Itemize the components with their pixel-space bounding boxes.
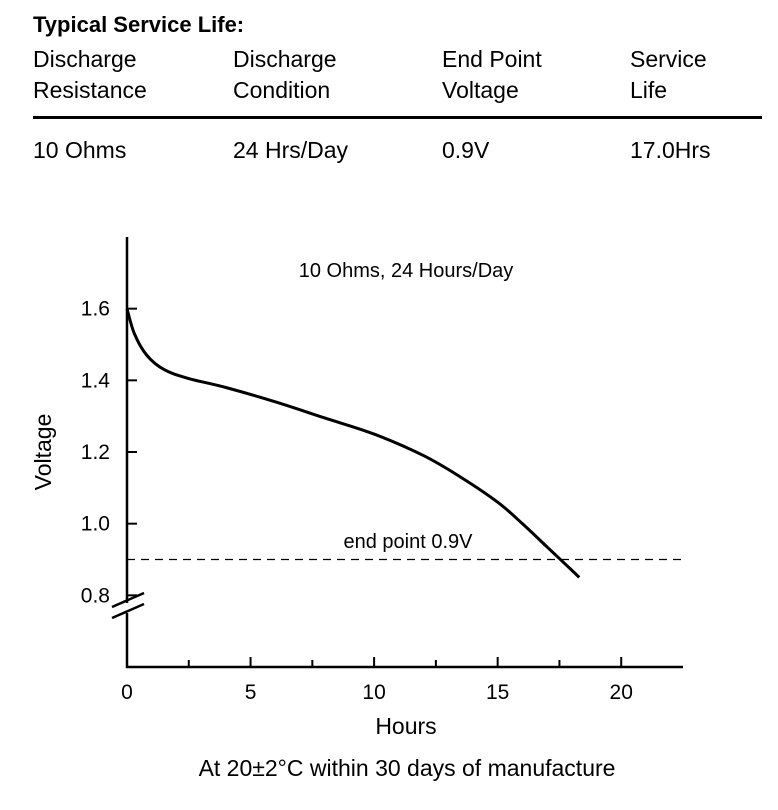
cell-condition: 24 Hrs/Day [233,137,349,163]
axis-break-mark [111,602,145,620]
x-tick-label: 0 [121,681,133,704]
header-discharge-condition: Discharge Condition [233,46,337,103]
end-point-label: end point 0.9V [344,531,474,553]
cell-end-voltage: 0.9V [442,137,490,163]
header-service-life: Service Life [630,46,707,103]
y-tick-label: 1.2 [81,441,110,464]
x-tick-label: 10 [362,681,385,704]
cell-service-life: 17.0Hrs [630,137,711,163]
discharge-curve [125,308,581,579]
x-tick-label: 15 [486,681,509,704]
y-tick-label: 1.6 [81,298,110,321]
chart-caption: At 20±2°C within 30 days of manufacture [199,755,616,781]
header-end-point-voltage: End Point Voltage [442,46,542,103]
y-tick-label: 1.4 [81,369,111,392]
y-tick-label: 1.0 [81,513,110,536]
y-tick-label: 0.8 [81,584,110,607]
header-discharge-resistance: Discharge Resistance [33,46,147,103]
x-tick-label: 20 [610,681,633,704]
chart-title: 10 Ohms, 24 Hours/Day [299,260,514,282]
table-title: Typical Service Life: [33,12,245,37]
y-axis-label: Voltage [30,414,56,491]
cell-resistance: 10 Ohms [33,137,127,163]
table-divider [33,116,762,119]
x-tick-label: 5 [245,681,257,704]
axis-break-mark [111,591,145,609]
x-axis-label: Hours [375,713,436,739]
